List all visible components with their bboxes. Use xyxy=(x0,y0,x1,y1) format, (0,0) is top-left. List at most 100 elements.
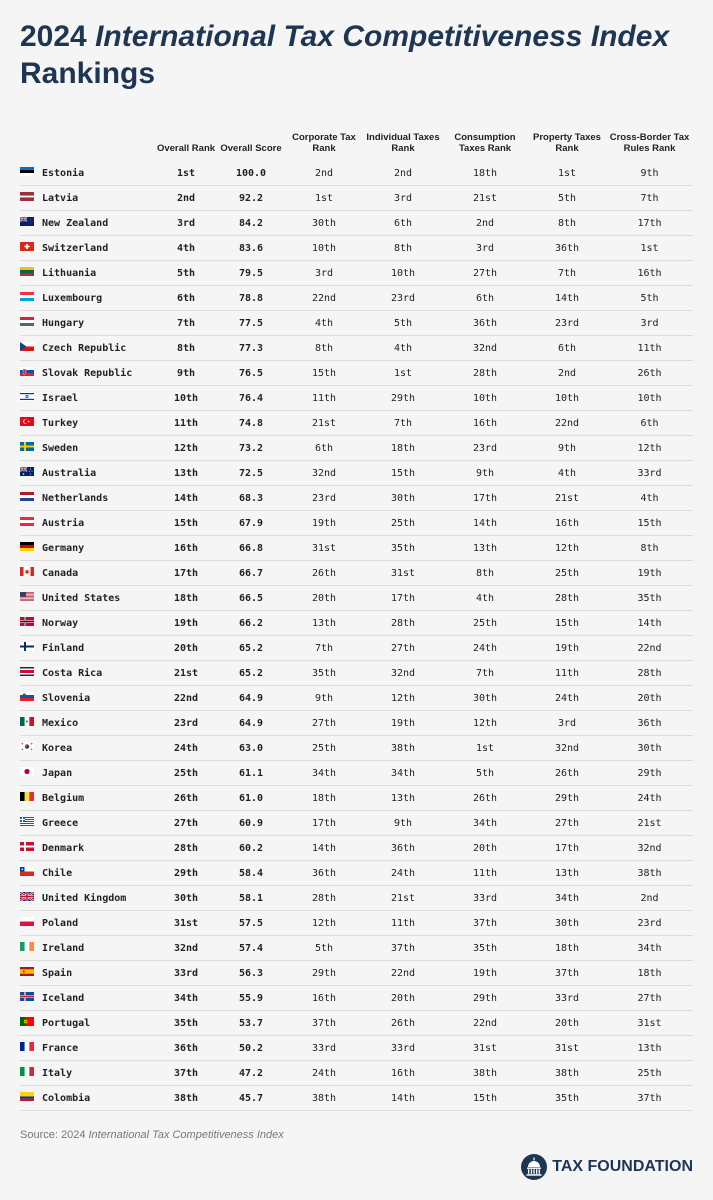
consumption-taxes-rank-cell: 6th xyxy=(442,285,528,311)
column-header: Cross-Border Tax Rules Rank xyxy=(609,132,690,154)
overall-rank-cell: 33rd xyxy=(154,960,218,986)
belgium-flag xyxy=(20,792,34,801)
overall-rank-cell: 29th xyxy=(154,860,218,886)
austria-flag xyxy=(20,517,34,526)
individual-taxes-rank-cell: 32nd xyxy=(364,660,442,686)
luxembourg-flag xyxy=(20,292,34,301)
property-taxes-rank-cell: 2nd xyxy=(528,360,606,386)
country-cell: Denmark xyxy=(20,835,154,861)
country-cell: Czech Republic xyxy=(20,335,154,361)
country-name: Australia xyxy=(42,467,97,479)
corporate-tax-rank-cell: 8th xyxy=(284,335,364,361)
slovak-republic-flag xyxy=(20,367,34,376)
country-name: Slovak Republic xyxy=(42,367,133,379)
overall-rank-cell: 28th xyxy=(154,835,218,861)
corporate-tax-rank-cell: 6th xyxy=(284,435,364,461)
country-cell: Latvia xyxy=(20,185,154,211)
individual-taxes-rank-cell: 38th xyxy=(364,735,442,761)
individual-taxes-rank-cell: 2nd xyxy=(364,161,442,186)
country-name: Denmark xyxy=(42,842,85,854)
individual-taxes-rank-cell: 33rd xyxy=(364,1035,442,1061)
overall-rank-cell: 32nd xyxy=(154,935,218,961)
country-cell: Mexico xyxy=(20,710,154,736)
cross-border-tax-rules-rank-cell: 23rd xyxy=(606,910,693,936)
overall-score-cell: 73.2 xyxy=(218,435,284,461)
canada-flag xyxy=(20,567,34,576)
column-header: Overall Rank xyxy=(156,143,216,154)
property-taxes-rank-cell: 7th xyxy=(528,260,606,286)
overall-rank-cell: 1st xyxy=(154,161,218,186)
corporate-tax-rank-cell: 28th xyxy=(284,885,364,911)
corporate-tax-rank-cell: 37th xyxy=(284,1010,364,1036)
country-cell: Slovak Republic xyxy=(20,360,154,386)
overall-rank-cell: 15th xyxy=(154,510,218,536)
rankings-table: Overall Rank Overall Score Corporate Tax… xyxy=(20,114,693,1111)
individual-taxes-rank-cell: 28th xyxy=(364,610,442,636)
cross-border-tax-rules-rank-cell: 35th xyxy=(606,585,693,611)
overall-rank-cell: 7th xyxy=(154,310,218,336)
mexico-flag xyxy=(20,717,34,726)
cross-border-tax-rules-rank-cell: 21st xyxy=(606,810,693,836)
property-taxes-rank-cell: 27th xyxy=(528,810,606,836)
colombia-flag xyxy=(20,1092,34,1101)
overall-score-cell: 56.3 xyxy=(218,960,284,986)
individual-taxes-rank-cell: 31st xyxy=(364,560,442,586)
germany-flag xyxy=(20,542,34,551)
individual-taxes-rank-cell: 35th xyxy=(364,535,442,561)
table-row: Belgium 26th 61.0 18th 13th 26th 29th 24th xyxy=(20,785,693,811)
overall-rank-cell: 37th xyxy=(154,1060,218,1086)
consumption-taxes-rank-cell: 20th xyxy=(442,835,528,861)
corporate-tax-rank-cell: 35th xyxy=(284,660,364,686)
table-row: Colombia 38th 45.7 38th 14th 15th 35th 37th xyxy=(20,1085,693,1111)
overall-score-cell: 66.2 xyxy=(218,610,284,636)
overall-score-cell: 60.2 xyxy=(218,835,284,861)
corporate-tax-rank-cell: 25th xyxy=(284,735,364,761)
corporate-tax-rank-cell: 2nd xyxy=(284,161,364,186)
consumption-taxes-rank-cell: 19th xyxy=(442,960,528,986)
corporate-tax-rank-cell: 11th xyxy=(284,385,364,411)
corporate-tax-rank-cell: 36th xyxy=(284,860,364,886)
country-name: Poland xyxy=(42,917,79,929)
individual-taxes-rank-cell: 22nd xyxy=(364,960,442,986)
table-header-row: Overall Rank Overall Score Corporate Tax… xyxy=(20,114,693,161)
country-cell: Korea xyxy=(20,735,154,761)
overall-score-cell: 77.5 xyxy=(218,310,284,336)
rankings-table-body: Estonia 1st 100.0 2nd 2nd 18th 1st 9th Latvia 2nd… xyxy=(20,161,693,1111)
new-zealand-flag xyxy=(20,217,34,226)
cross-border-tax-rules-rank-cell: 27th xyxy=(606,985,693,1011)
overall-rank-cell: 25th xyxy=(154,760,218,786)
corporate-tax-rank-cell: 5th xyxy=(284,935,364,961)
property-taxes-rank-cell: 20th xyxy=(528,1010,606,1036)
greece-flag xyxy=(20,817,34,826)
consumption-taxes-rank-cell: 30th xyxy=(442,685,528,711)
corporate-tax-rank-cell: 15th xyxy=(284,360,364,386)
country-name: Hungary xyxy=(42,317,85,329)
table-row: Germany 16th 66.8 31st 35th 13th 12th 8th xyxy=(20,535,693,561)
country-cell: Canada xyxy=(20,560,154,586)
overall-score-cell: 79.5 xyxy=(218,260,284,286)
hungary-flag xyxy=(20,317,34,326)
consumption-taxes-rank-cell: 32nd xyxy=(442,335,528,361)
corporate-tax-rank-cell: 26th xyxy=(284,560,364,586)
overall-score-cell: 63.0 xyxy=(218,735,284,761)
country-name: Iceland xyxy=(42,992,85,1004)
overall-rank-cell: 8th xyxy=(154,335,218,361)
switzerland-flag xyxy=(20,242,34,251)
individual-taxes-rank-cell: 12th xyxy=(364,685,442,711)
cross-border-tax-rules-rank-cell: 33rd xyxy=(606,460,693,486)
country-name: Mexico xyxy=(42,717,79,729)
korea-flag xyxy=(20,742,34,751)
cross-border-tax-rules-rank-cell: 36th xyxy=(606,710,693,736)
corporate-tax-rank-cell: 24th xyxy=(284,1060,364,1086)
country-name: Slovenia xyxy=(42,692,91,704)
consumption-taxes-rank-cell: 28th xyxy=(442,360,528,386)
cross-border-tax-rules-rank-cell: 31st xyxy=(606,1010,693,1036)
country-name: Czech Republic xyxy=(42,342,127,354)
country-cell: Poland xyxy=(20,910,154,936)
country-cell: Portugal xyxy=(20,1010,154,1036)
overall-rank-cell: 21st xyxy=(154,660,218,686)
consumption-taxes-rank-cell: 13th xyxy=(442,535,528,561)
country-name: Italy xyxy=(42,1067,73,1079)
country-cell: Turkey xyxy=(20,410,154,436)
table-row: Australia 13th 72.5 32nd 15th 9th 4th 33rd xyxy=(20,460,693,486)
